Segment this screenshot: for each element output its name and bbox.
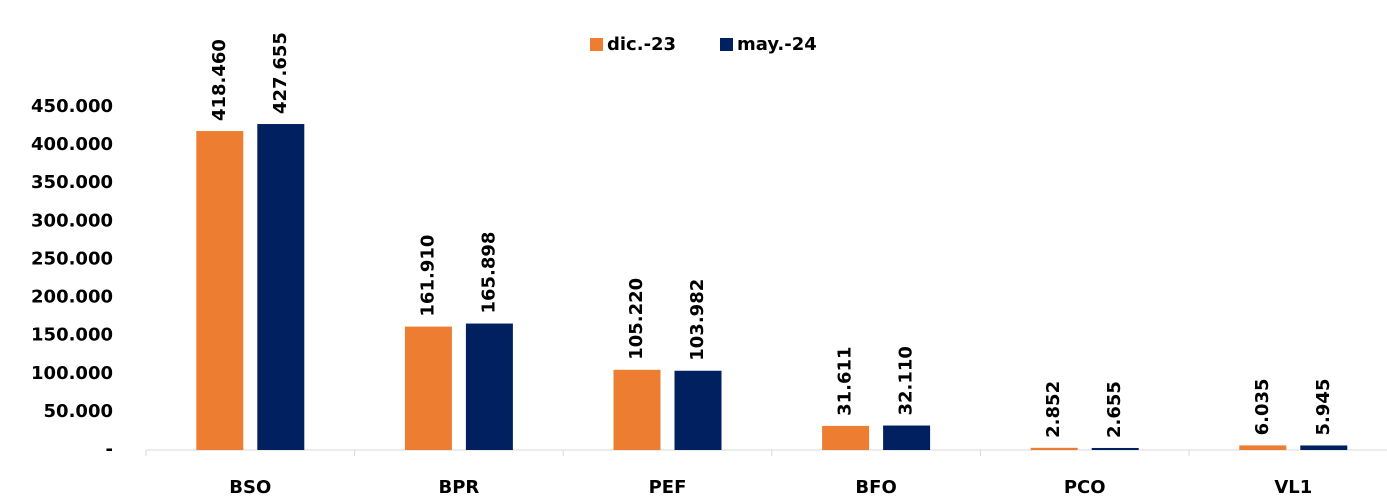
y-tick-label: 150.000: [31, 325, 113, 346]
bar: [1091, 447, 1139, 450]
y-tick-label: 400.000: [31, 134, 113, 155]
legend-swatch: [720, 38, 733, 51]
x-tick-label: PCO: [1064, 477, 1106, 498]
bar: [613, 369, 661, 450]
bar: [883, 425, 931, 450]
data-label: 418.460: [209, 39, 230, 121]
data-label: 427.655: [270, 32, 291, 114]
bar: [1300, 445, 1348, 450]
data-label: 165.898: [478, 232, 499, 314]
y-tick-label: 300.000: [31, 210, 113, 231]
y-tick-label: 350.000: [31, 172, 113, 193]
x-tick-label: VL1: [1274, 477, 1312, 498]
bar: [822, 425, 870, 450]
data-label: 5.945: [1313, 379, 1334, 436]
y-tick-label: 450.000: [31, 96, 113, 117]
x-tick-label: PEF: [649, 477, 687, 498]
data-label: 105.220: [626, 278, 647, 360]
y-tick-label: 50.000: [44, 401, 113, 422]
legend-label: may.-24: [737, 34, 817, 55]
bar: [257, 124, 305, 450]
bar: [465, 323, 513, 450]
bar: [1030, 447, 1078, 450]
bar: [196, 131, 244, 451]
bar: [1239, 445, 1287, 450]
data-label: 2.655: [1104, 381, 1125, 438]
data-label: 31.611: [835, 346, 856, 415]
y-tick-label: 200.000: [31, 287, 113, 308]
data-label: 6.035: [1252, 378, 1273, 435]
x-tick-label: BFO: [855, 477, 896, 498]
legend-label: dic.-23: [607, 34, 676, 55]
x-tick-label: BSO: [229, 477, 271, 498]
y-tick-label: 250.000: [31, 248, 113, 269]
y-tick-label: -: [106, 439, 113, 460]
bar: [674, 370, 722, 450]
data-label: 103.982: [687, 279, 708, 361]
bar: [404, 326, 452, 450]
y-tick-label: 100.000: [31, 363, 113, 384]
data-label: 2.852: [1043, 381, 1064, 438]
data-label: 161.910: [417, 235, 438, 317]
data-label: 32.110: [896, 346, 917, 415]
x-tick-label: BPR: [439, 477, 480, 498]
legend-swatch: [590, 38, 603, 51]
